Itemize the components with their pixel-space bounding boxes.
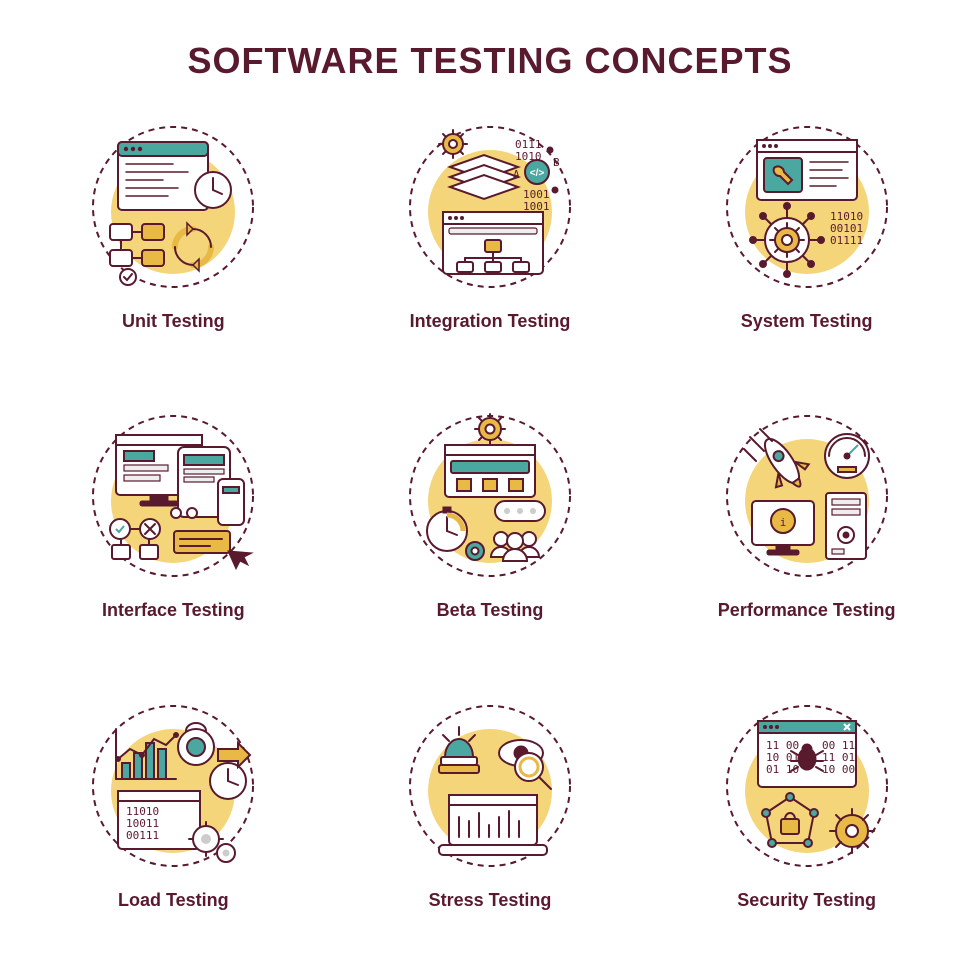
unit-testing-icon xyxy=(78,112,268,302)
label-stress-testing: Stress Testing xyxy=(429,889,552,912)
beta-testing-icon xyxy=(395,401,585,591)
cell-beta-testing: Beta Testing xyxy=(347,401,634,660)
cell-stress-testing: Stress Testing xyxy=(347,691,634,950)
cell-interface-testing: Interface Testing xyxy=(30,401,317,660)
stress-testing-icon xyxy=(395,691,585,881)
svg-text:00111: 00111 xyxy=(126,829,159,842)
svg-text:B: B xyxy=(553,156,560,169)
cell-load-testing: 110101001100111 Load Testing xyxy=(30,691,317,950)
svg-text:</>: </> xyxy=(530,168,545,179)
load-testing-icon: 110101001100111 xyxy=(78,691,268,881)
svg-text:01111: 01111 xyxy=(830,234,863,247)
concept-grid: Unit Testing 01111010 10011001 </> AB xyxy=(30,112,950,950)
system-testing-icon: 1101000101 01111 xyxy=(712,112,902,302)
label-load-testing: Load Testing xyxy=(118,889,229,912)
cell-integration-testing: 01111010 10011001 </> AB Integration Tes… xyxy=(347,112,634,371)
cell-unit-testing: Unit Testing xyxy=(30,112,317,371)
label-interface-testing: Interface Testing xyxy=(102,599,245,622)
page-title: SOFTWARE TESTING CONCEPTS xyxy=(187,40,792,82)
label-system-testing: System Testing xyxy=(741,310,873,333)
label-beta-testing: Beta Testing xyxy=(437,599,544,622)
label-security-testing: Security Testing xyxy=(737,889,876,912)
cell-security-testing: 11 0010 0101 10 00 1111 0110 00 xyxy=(663,691,950,950)
label-unit-testing: Unit Testing xyxy=(122,310,225,333)
performance-testing-icon: i xyxy=(712,401,902,591)
interface-testing-icon xyxy=(78,401,268,591)
svg-text:10 00: 10 00 xyxy=(822,763,855,776)
label-integration-testing: Integration Testing xyxy=(410,310,571,333)
svg-text:A: A xyxy=(513,168,520,181)
cell-performance-testing: i Performance Testing xyxy=(663,401,950,660)
svg-text:i: i xyxy=(779,516,786,529)
label-performance-testing: Performance Testing xyxy=(718,599,896,622)
integration-testing-icon: 01111010 10011001 </> AB xyxy=(395,112,585,302)
cell-system-testing: 1101000101 01111 System Testing xyxy=(663,112,950,371)
security-testing-icon: 11 0010 0101 10 00 1111 0110 00 xyxy=(712,691,902,881)
